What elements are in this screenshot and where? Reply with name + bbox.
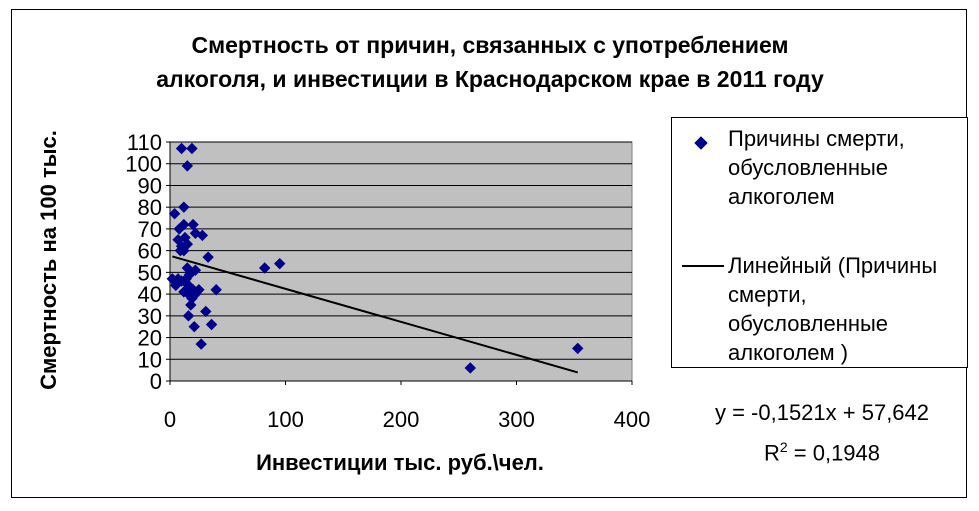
- trendline-equation: y = -0,1521x + 57,642: [714, 400, 930, 425]
- y-tick-label: 0: [150, 369, 162, 394]
- x-tick-label: 0: [164, 407, 176, 432]
- data-point: [195, 338, 207, 350]
- y-tick-label: 60: [138, 239, 162, 264]
- y-tick-label: 80: [138, 195, 162, 220]
- data-point: [186, 142, 198, 155]
- data-point: [200, 305, 212, 318]
- r-squared-prefix: R: [763, 440, 780, 466]
- data-point: [182, 310, 195, 322]
- data-point: [196, 229, 209, 242]
- plot-area: [169, 141, 633, 382]
- chart-title-line-1: Смертность от причин, связанных с употре…: [191, 32, 789, 58]
- y-axis-label: Смертность на 100 тыс.: [36, 130, 61, 390]
- trendline-equation-block: y = -0,1521x + 57,642 R2 = 0,1948: [672, 396, 972, 470]
- trendline-icon: [682, 265, 724, 267]
- data-point: [178, 201, 190, 213]
- y-tick-label: 30: [138, 304, 162, 329]
- r-squared-value: = 0,1948: [787, 440, 881, 466]
- data-point: [178, 286, 190, 298]
- x-tick-label: 200: [383, 407, 420, 432]
- data-point: [188, 320, 200, 333]
- data-point: [178, 244, 190, 257]
- legend-item-series-label: Причины смерти, обусловленные алкоголем: [728, 124, 958, 211]
- y-tick-label: 20: [138, 326, 162, 351]
- data-point: [175, 142, 188, 155]
- data-point: [464, 362, 477, 374]
- data-point: [572, 342, 584, 355]
- data-point: [181, 160, 194, 172]
- legend-series-line: Причины смерти,: [728, 126, 905, 151]
- legend: Причины смерти, обусловленные алкоголем …: [671, 117, 968, 368]
- y-tick-label: 90: [138, 173, 162, 198]
- r-squared: R2 = 0,1948: [672, 430, 972, 470]
- y-tick-label: 70: [138, 217, 162, 242]
- legend-trendline-line: обусловленные: [728, 311, 889, 336]
- data-point: [274, 257, 286, 270]
- data-point: [185, 299, 197, 311]
- data-point: [259, 262, 271, 274]
- y-tick-label: 110: [127, 130, 162, 155]
- trendline: [172, 255, 578, 374]
- x-axis-label: Инвестиции тыс. руб.\чел.: [256, 450, 544, 475]
- y-tick-label: 40: [138, 282, 162, 307]
- r-squared-superscript: 2: [779, 439, 788, 455]
- data-point: [202, 251, 214, 263]
- legend-trendline-line: смерти,: [728, 282, 807, 307]
- y-tick-label: 100: [125, 152, 162, 177]
- data-point: [168, 207, 181, 220]
- x-tick-label: 300: [498, 407, 535, 432]
- legend-trendline-line: алкоголем ): [728, 340, 849, 365]
- data-point: [205, 318, 218, 331]
- y-tick-label: 50: [138, 260, 162, 285]
- data-point: [210, 284, 222, 296]
- x-tick-label: 100: [267, 407, 304, 432]
- legend-series-line: алкоголем: [728, 184, 835, 209]
- legend-item-trendline-label: Линейный (Причины смерти, обусловленные …: [728, 251, 958, 367]
- chart-title-line-2: алкоголя, и инвестиции в Краснодарском к…: [156, 66, 824, 92]
- legend-trendline-line: Линейный (Причины: [728, 253, 938, 278]
- chart-title: Смертность от причин, связанных с употре…: [100, 28, 880, 96]
- data-point: [170, 279, 182, 292]
- diamond-marker-icon: [694, 136, 708, 150]
- data-point: [187, 218, 199, 231]
- data-point: [178, 218, 190, 231]
- legend-series-line: обусловленные: [728, 155, 889, 180]
- x-tick-label: 400: [614, 407, 651, 432]
- y-tick-label: 10: [138, 347, 162, 372]
